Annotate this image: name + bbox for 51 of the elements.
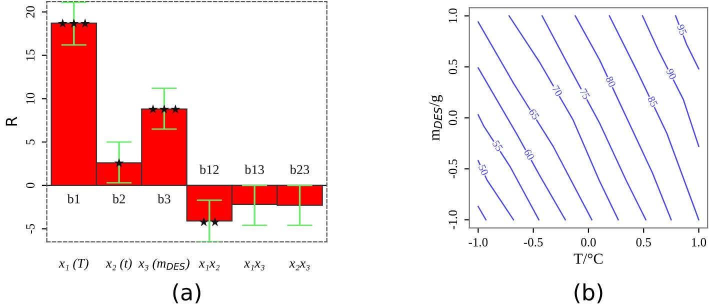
x-axis-title: T/°C [574,254,603,264]
text: 60 [524,148,535,160]
y-tick-label: 0.0 [448,110,458,126]
x-tick-label: x₁ (T) [58,258,88,270]
x-tick-label: x₃ (m$_{DES}$) [138,258,190,270]
x-tick-label: -0.5 [524,238,543,246]
y-axis-title: m$_{DES}$/g [429,95,443,141]
text: 70 [552,85,563,97]
x-tick-label: x₂ (t) [106,258,132,270]
text: (b) [574,283,602,304]
y-tick-label: 1.0 [448,8,458,23]
x-tick-label: -1.0 [468,238,488,246]
x-tick-label: x₁x₃ [244,262,264,270]
annotation: ★ [114,158,124,168]
annotation: b3 [158,194,170,204]
annotation: b12 [200,164,219,174]
text: 80 [606,76,616,88]
y-tick-label: -5 [26,224,35,234]
x-tick-label: 1.0 [692,238,706,246]
y-axis-title: R [6,116,18,126]
text: 75 [580,88,590,100]
y-tick-label: 0 [26,182,35,188]
line-series [478,67,566,220]
text: 90 [666,68,677,80]
y-tick-label: 0.5 [448,60,458,74]
y-tick-label: 5 [26,139,35,144]
x-tick-label: x₂x₃ [289,262,310,270]
annotation: ★★★ [58,18,90,28]
text: 65 [528,108,540,120]
text: 95 [676,24,687,36]
y-tick-label: 10 [26,92,35,104]
annotation: ★★★ [148,104,180,114]
x-tick-label: x₁x₂ [198,262,220,270]
line-series [508,15,619,220]
text: 50 [478,164,489,176]
y-tick-label: 20 [26,6,35,18]
x-tick-label: 0.5 [636,238,651,246]
annotation: b2 [112,194,125,204]
y-tick-label: 15 [26,50,35,60]
annotation: b1 [67,194,80,204]
text: 85 [647,96,658,108]
text: 55 [492,140,504,152]
annotation: b13 [244,164,264,174]
y-tick-label: -1.0 [448,210,458,230]
text: (a) [173,283,200,304]
x-tick-label: 0.0 [581,238,596,246]
line-series [542,15,646,220]
y-tick-label: -0.5 [448,159,458,178]
annotation: b23 [290,164,310,174]
line-series [478,21,592,220]
line-series [642,15,700,147]
